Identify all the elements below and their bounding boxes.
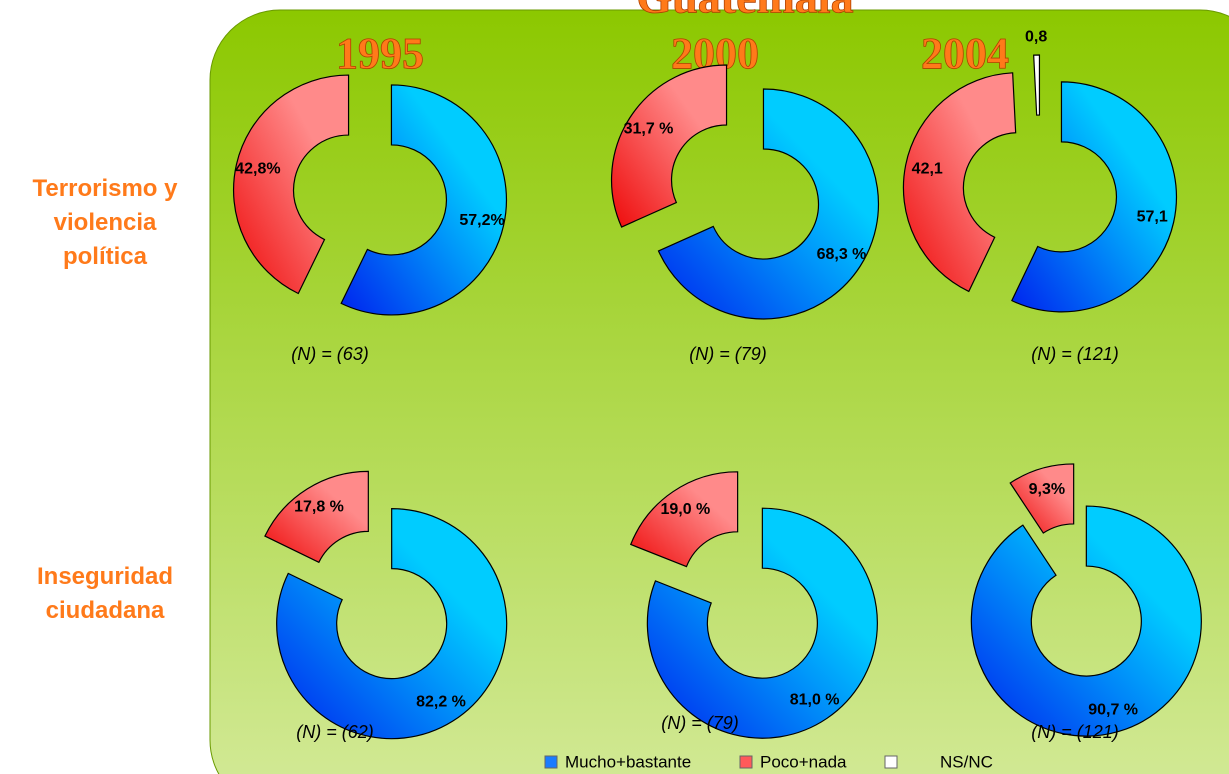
value-label: 17,8 % bbox=[294, 499, 344, 516]
donut-slice bbox=[1011, 81, 1177, 313]
donut-slice bbox=[1033, 54, 1041, 116]
donut-slice bbox=[646, 507, 878, 739]
value-label: 68,3 % bbox=[817, 246, 867, 263]
row-label: Terrorismo y violencia política bbox=[33, 175, 179, 270]
value-label: 90,7 % bbox=[1088, 701, 1138, 718]
title: Guatemala bbox=[636, 0, 853, 23]
legend-swatch bbox=[544, 755, 558, 769]
n-label: (N) = (121) bbox=[1031, 722, 1119, 742]
legend-swatch bbox=[884, 755, 898, 769]
n-label: (N) = (79) bbox=[661, 713, 739, 733]
year: 2004 bbox=[921, 29, 1009, 78]
legend-label: Poco+nada bbox=[760, 752, 847, 771]
donut-slice bbox=[970, 505, 1202, 737]
legend-swatch bbox=[739, 755, 753, 769]
value-label: 0,8 bbox=[1025, 28, 1047, 45]
donut-slice bbox=[629, 471, 739, 568]
n-label: (N) = (63) bbox=[291, 344, 369, 364]
n-label: (N) = (62) bbox=[296, 722, 374, 742]
year: 1995 bbox=[336, 29, 424, 78]
value-label: 42,1 bbox=[912, 161, 943, 178]
value-label: 82,2 % bbox=[416, 694, 466, 711]
donut-slice bbox=[611, 64, 728, 228]
legend-label: NS/NC bbox=[940, 752, 993, 771]
donut-slice bbox=[657, 88, 879, 320]
value-label: 19,0 % bbox=[660, 501, 710, 518]
donut-slice bbox=[902, 72, 1017, 293]
n-label: (N) = (121) bbox=[1031, 344, 1119, 364]
donut-slice bbox=[276, 508, 508, 740]
value-label: 81,0 % bbox=[790, 691, 840, 708]
legend-label: Mucho+bastante bbox=[565, 752, 691, 771]
value-label: 57,2% bbox=[459, 212, 504, 229]
value-label: 57,1 bbox=[1137, 209, 1168, 226]
value-label: 31,7 % bbox=[624, 121, 674, 138]
donut-slice bbox=[1009, 463, 1075, 534]
row-label: Inseguridad ciudadana bbox=[37, 563, 173, 624]
value-label: 42,8% bbox=[235, 160, 280, 177]
donut-slice bbox=[264, 470, 369, 564]
donut-slice bbox=[340, 84, 507, 316]
n-label: (N) = (79) bbox=[689, 344, 767, 364]
value-label: 9,3% bbox=[1029, 481, 1065, 498]
donut-slice bbox=[233, 74, 350, 295]
